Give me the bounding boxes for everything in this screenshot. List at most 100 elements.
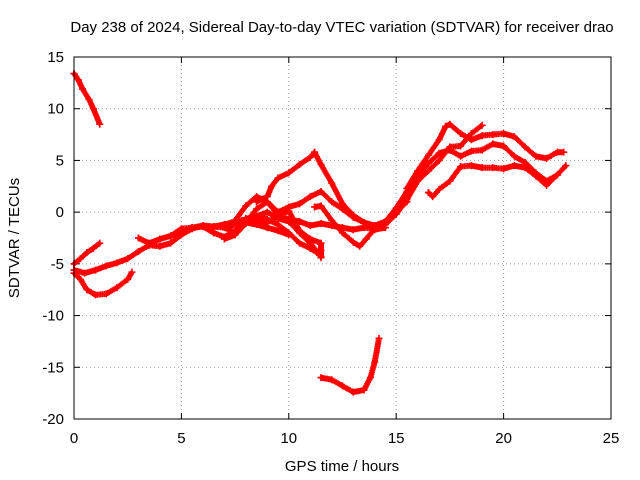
data-point	[274, 208, 282, 216]
data-point	[424, 151, 432, 159]
data-point	[79, 85, 87, 93]
data-point	[489, 131, 497, 139]
data-point	[274, 174, 282, 182]
data-point	[478, 164, 486, 172]
data-point	[81, 269, 89, 277]
y-axis-label: SDTVAR / TECUs	[6, 178, 23, 298]
data-point	[457, 130, 465, 138]
data-point	[253, 205, 261, 213]
data-point	[91, 266, 99, 274]
data-point	[392, 210, 400, 218]
data-point	[317, 202, 325, 210]
series-markers	[318, 337, 382, 396]
data-point	[362, 235, 370, 243]
data-point	[424, 188, 432, 196]
data-point	[188, 224, 196, 232]
plot-area	[70, 70, 570, 396]
data-point	[102, 290, 110, 298]
data-point	[253, 212, 261, 220]
data-point	[89, 244, 97, 252]
data-point	[156, 242, 164, 250]
data-point	[242, 220, 250, 228]
x-tick-label: 0	[70, 430, 78, 447]
data-point	[446, 146, 454, 154]
data-point	[553, 171, 561, 179]
data-point	[435, 136, 443, 144]
data-point	[306, 193, 314, 201]
series-track-d	[70, 268, 136, 299]
data-point	[177, 229, 185, 237]
data-point	[360, 386, 368, 394]
data-point	[263, 215, 271, 223]
x-axis-label: GPS time / hours	[285, 458, 399, 475]
data-point	[96, 239, 104, 247]
data-point	[96, 120, 104, 128]
data-point	[510, 152, 518, 160]
data-point	[328, 376, 336, 384]
data-point	[366, 374, 374, 382]
data-point	[253, 198, 261, 206]
data-point	[306, 222, 314, 230]
data-point	[349, 238, 357, 246]
series-track-a	[70, 70, 104, 128]
x-tick-label: 10	[280, 430, 297, 447]
data-point	[167, 232, 175, 240]
data-point	[510, 133, 518, 141]
data-point	[356, 242, 364, 250]
data-point	[89, 105, 97, 113]
data-point	[85, 95, 93, 103]
data-point	[435, 149, 443, 157]
data-point	[317, 239, 325, 247]
data-point	[285, 203, 293, 211]
data-point	[543, 154, 551, 162]
data-point	[560, 148, 568, 156]
data-point	[268, 182, 276, 190]
y-tick-label: -5	[51, 256, 64, 273]
data-point	[424, 167, 432, 175]
data-point	[113, 284, 121, 292]
data-point	[532, 152, 540, 160]
data-point	[381, 217, 389, 225]
data-point	[532, 172, 540, 180]
data-point	[296, 239, 304, 247]
data-point	[317, 374, 325, 382]
data-point	[91, 291, 99, 299]
data-point	[403, 184, 411, 192]
data-point	[489, 140, 497, 148]
data-point	[199, 222, 207, 230]
data-point	[311, 148, 319, 156]
y-tick-label: -15	[42, 359, 64, 376]
data-point	[317, 161, 325, 169]
series-track-l	[381, 140, 561, 225]
data-point	[285, 229, 293, 237]
data-point	[339, 382, 346, 390]
data-point	[76, 275, 84, 283]
data-point	[74, 76, 82, 84]
data-point	[296, 200, 304, 208]
data-point	[134, 234, 142, 242]
data-point	[429, 193, 437, 201]
data-point	[553, 148, 561, 156]
series-markers	[311, 123, 484, 250]
y-tick-label: 15	[47, 49, 64, 66]
data-point	[113, 259, 121, 267]
data-point	[167, 239, 175, 247]
data-point	[76, 255, 84, 263]
data-point	[274, 221, 282, 229]
data-point	[500, 165, 508, 173]
data-point	[442, 122, 450, 130]
data-point	[521, 164, 529, 172]
data-point	[478, 146, 486, 154]
x-tick-label: 25	[603, 430, 620, 447]
data-point	[457, 152, 465, 160]
data-point	[349, 388, 357, 396]
data-point	[317, 253, 325, 261]
data-point	[134, 247, 142, 255]
data-point	[296, 161, 304, 169]
data-point	[210, 229, 218, 237]
data-point	[328, 179, 336, 187]
axis-ticks: 0 5 10 15 20 25 -20 -15 -10 -5 0 5 10 15	[42, 49, 619, 447]
series-track-m	[403, 120, 568, 192]
y-tick-label: 10	[47, 101, 64, 118]
data-point	[328, 216, 336, 224]
